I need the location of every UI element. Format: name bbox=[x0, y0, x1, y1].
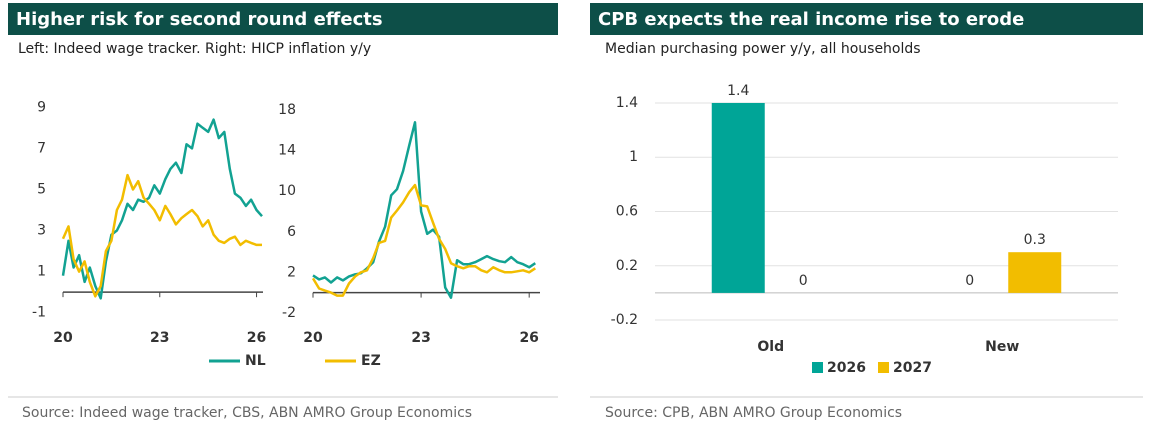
series-line bbox=[312, 121, 536, 299]
series-line bbox=[311, 183, 536, 297]
legend-label: EZ bbox=[361, 353, 381, 369]
y-tick-label: 7 bbox=[37, 140, 46, 156]
series-line bbox=[61, 118, 263, 300]
y-tick-label: 1.4 bbox=[616, 95, 638, 111]
y-tick-label: 18 bbox=[278, 102, 296, 118]
legend-label: 2026 bbox=[827, 360, 866, 376]
y-tick-label: 0.6 bbox=[616, 204, 638, 220]
x-tick-label: New bbox=[985, 339, 1019, 355]
panel-title: Higher risk for second round effects bbox=[16, 9, 383, 30]
panel-title: CPB expects the real income rise to erod… bbox=[598, 9, 1024, 30]
y-tick-label: 1 bbox=[37, 264, 46, 280]
y-tick-label: 2 bbox=[287, 264, 296, 280]
data-label: 0.3 bbox=[1024, 232, 1046, 248]
legend-swatch bbox=[878, 362, 889, 373]
x-tick-label: 26 bbox=[519, 330, 538, 346]
y-tick-label: 0.2 bbox=[616, 258, 638, 274]
x-tick-label: 26 bbox=[247, 330, 266, 346]
legend-swatch bbox=[812, 362, 823, 373]
x-tick-label: Old bbox=[757, 339, 784, 355]
bar bbox=[711, 102, 765, 293]
y-tick-label: 3 bbox=[37, 223, 46, 239]
y-tick-label: 1 bbox=[629, 149, 638, 165]
x-tick-label: 20 bbox=[53, 330, 73, 346]
x-tick-label: 23 bbox=[411, 330, 430, 346]
x-tick-label: 23 bbox=[150, 330, 169, 346]
y-tick-label: -0.2 bbox=[611, 312, 638, 328]
header-bar bbox=[590, 3, 1143, 35]
data-label: 0 bbox=[799, 273, 808, 289]
y-tick-label: 14 bbox=[278, 143, 296, 159]
legend-label: 2027 bbox=[893, 360, 932, 376]
data-label: 1.4 bbox=[727, 83, 749, 99]
y-tick-label: 10 bbox=[278, 183, 296, 199]
legend-label: NL bbox=[245, 353, 266, 369]
y-tick-label: 6 bbox=[287, 224, 296, 240]
header-bar bbox=[8, 3, 558, 35]
y-tick-label: -2 bbox=[282, 305, 296, 321]
y-tick-label: -1 bbox=[32, 305, 46, 321]
panel-subtitle: Left: Indeed wage tracker. Right: HICP i… bbox=[18, 41, 371, 57]
source: Source: Indeed wage tracker, CBS, ABN AM… bbox=[22, 405, 472, 421]
source: Source: CPB, ABN AMRO Group Economics bbox=[605, 405, 902, 421]
series-line bbox=[61, 173, 262, 298]
panel-subtitle: Median purchasing power y/y, all househo… bbox=[605, 41, 921, 57]
bar bbox=[1008, 252, 1062, 293]
x-tick-label: 20 bbox=[303, 330, 323, 346]
y-tick-label: 9 bbox=[37, 99, 46, 115]
y-tick-label: 5 bbox=[37, 181, 46, 197]
data-label: 0 bbox=[965, 273, 974, 289]
